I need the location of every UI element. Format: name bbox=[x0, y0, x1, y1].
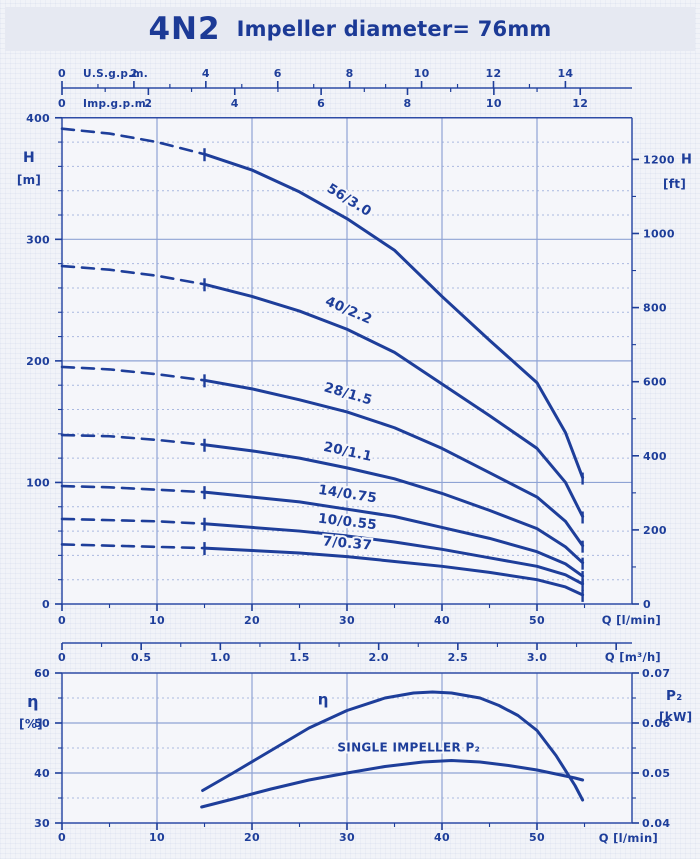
p2-axis-unit: [kW] bbox=[659, 710, 692, 724]
q-lpm-tick-label: 30 bbox=[339, 614, 355, 627]
h-m-tick-label: 100 bbox=[26, 476, 50, 489]
h-ft-tick-label: 800 bbox=[643, 302, 667, 315]
power-curve-label: SINGLE IMPELLER P₂ bbox=[337, 741, 480, 755]
lower-q-tick-label: 40 bbox=[434, 831, 450, 844]
q-lpm-tick-label: 20 bbox=[244, 614, 260, 627]
p2-tick-label: 0.07 bbox=[642, 667, 670, 680]
curve-dashed-40-2-2 bbox=[60, 264, 206, 286]
eta-axis-unit: [%] bbox=[19, 717, 43, 731]
curve-20-1-1 bbox=[203, 443, 585, 565]
power-curve bbox=[200, 759, 585, 809]
imp-gpm-tick-label: 4 bbox=[231, 97, 239, 110]
curve-dashed-56-3-0 bbox=[60, 127, 206, 156]
imp-gpm-tick-label: 12 bbox=[572, 97, 588, 110]
header-band: 4N2 Impeller diameter= 76mm bbox=[5, 7, 695, 51]
lower-q-tick-label: 30 bbox=[339, 831, 355, 844]
curve-14-0-75 bbox=[203, 490, 585, 578]
h-m-tick-label: 200 bbox=[26, 355, 50, 368]
curve-dashed-14-0-75 bbox=[60, 484, 206, 494]
h-m-axis-unit: [m] bbox=[17, 173, 41, 187]
h-ft-axis-title: H bbox=[681, 152, 692, 167]
curve-dashed-10-0-55 bbox=[60, 517, 206, 526]
curve-dashed-20-1-1 bbox=[60, 433, 206, 447]
curve-dashed-28-1-5 bbox=[60, 365, 206, 382]
efficiency-curve bbox=[201, 690, 585, 802]
eta-tick-label: 40 bbox=[34, 767, 50, 780]
q-m3h-tick-label: 0 bbox=[58, 651, 66, 664]
q-m3h-tick-label: 1.0 bbox=[210, 651, 230, 664]
curve-56-3-0 bbox=[203, 152, 585, 480]
us-gpm-tick-label: 2 bbox=[130, 67, 138, 80]
h-m-tick-label: 300 bbox=[26, 233, 50, 246]
lower-q-tick-label: 10 bbox=[149, 831, 165, 844]
h-ft-tick-label: 1000 bbox=[643, 227, 675, 240]
p2-tick-label: 0.05 bbox=[642, 767, 670, 780]
pump-model: 4N2 bbox=[148, 11, 221, 47]
curve-dashed-7-0-37 bbox=[60, 543, 206, 550]
eta-axis-title: η bbox=[27, 692, 39, 711]
h-ft-axis-unit: [ft] bbox=[663, 177, 686, 191]
q-m3h-axis-title: Q [m³/h] bbox=[605, 650, 661, 664]
curve-28-1-5 bbox=[203, 378, 585, 548]
imp-gpm-tick-label: 10 bbox=[486, 97, 502, 110]
q-lpm-tick-label: 0 bbox=[58, 614, 66, 627]
h-m-axis-title: H bbox=[23, 150, 35, 166]
us-gpm-tick-label: 12 bbox=[486, 67, 502, 80]
us-gpm-tick-label: 4 bbox=[202, 67, 210, 80]
q-lpm-tick-label: 50 bbox=[529, 614, 545, 627]
curve-40-2-2 bbox=[203, 282, 585, 518]
q-m3h-tick-label: 1.5 bbox=[289, 651, 309, 664]
q-lpm-axis-title: Q [l/min] bbox=[602, 613, 661, 627]
us-gpm-axis-title: U.S.g.p.m. bbox=[83, 68, 148, 80]
eta-tick-label: 30 bbox=[34, 817, 50, 830]
lower-q-axis-title: Q [l/min] bbox=[599, 831, 658, 845]
h-ft-tick-label: 0 bbox=[643, 598, 651, 611]
q-lpm-tick-label: 40 bbox=[434, 614, 450, 627]
lower-q-tick-label: 50 bbox=[529, 831, 545, 844]
h-m-tick-label: 0 bbox=[42, 598, 50, 611]
q-lpm-tick-label: 10 bbox=[149, 614, 165, 627]
q-m3h-tick-label: 2.0 bbox=[368, 651, 388, 664]
efficiency-curve-label: η bbox=[318, 690, 329, 708]
us-gpm-tick-label: 14 bbox=[557, 67, 573, 80]
p2-tick-label: 0.04 bbox=[642, 817, 670, 830]
h-ft-tick-label: 1200 bbox=[643, 153, 675, 166]
h-ft-tick-label: 600 bbox=[643, 376, 667, 389]
imp-gpm-tick-label: 0 bbox=[58, 97, 66, 110]
q-m3h-tick-label: 0.5 bbox=[131, 651, 151, 664]
h-ft-tick-label: 200 bbox=[643, 524, 667, 537]
imp-gpm-tick-label: 6 bbox=[317, 97, 325, 110]
q-m3h-tick-label: 3.0 bbox=[527, 651, 547, 664]
impeller-diameter-title: Impeller diameter= 76mm bbox=[236, 17, 552, 41]
imp-gpm-tick-label: 8 bbox=[404, 97, 412, 110]
q-m3h-tick-label: 2.5 bbox=[448, 651, 468, 664]
curve-7-0-37 bbox=[203, 546, 585, 597]
curve-10-0-55 bbox=[203, 522, 585, 586]
lower-q-tick-label: 0 bbox=[58, 831, 66, 844]
h-ft-tick-label: 400 bbox=[643, 450, 667, 463]
us-gpm-tick-label: 6 bbox=[274, 67, 282, 80]
us-gpm-tick-label: 10 bbox=[414, 67, 430, 80]
eta-tick-label: 60 bbox=[34, 667, 50, 680]
lower-q-tick-label: 20 bbox=[244, 831, 260, 844]
p2-axis-title: P₂ bbox=[666, 688, 682, 704]
imp-gpm-axis-title: Imp.g.p.m. bbox=[83, 98, 150, 110]
us-gpm-tick-label: 8 bbox=[346, 67, 354, 80]
eta-tick-label: 50 bbox=[34, 717, 50, 730]
p2-tick-label: 0.06 bbox=[642, 717, 670, 730]
us-gpm-tick-label: 0 bbox=[58, 67, 66, 80]
imp-gpm-tick-label: 2 bbox=[144, 97, 152, 110]
h-m-tick-label: 400 bbox=[26, 112, 50, 125]
